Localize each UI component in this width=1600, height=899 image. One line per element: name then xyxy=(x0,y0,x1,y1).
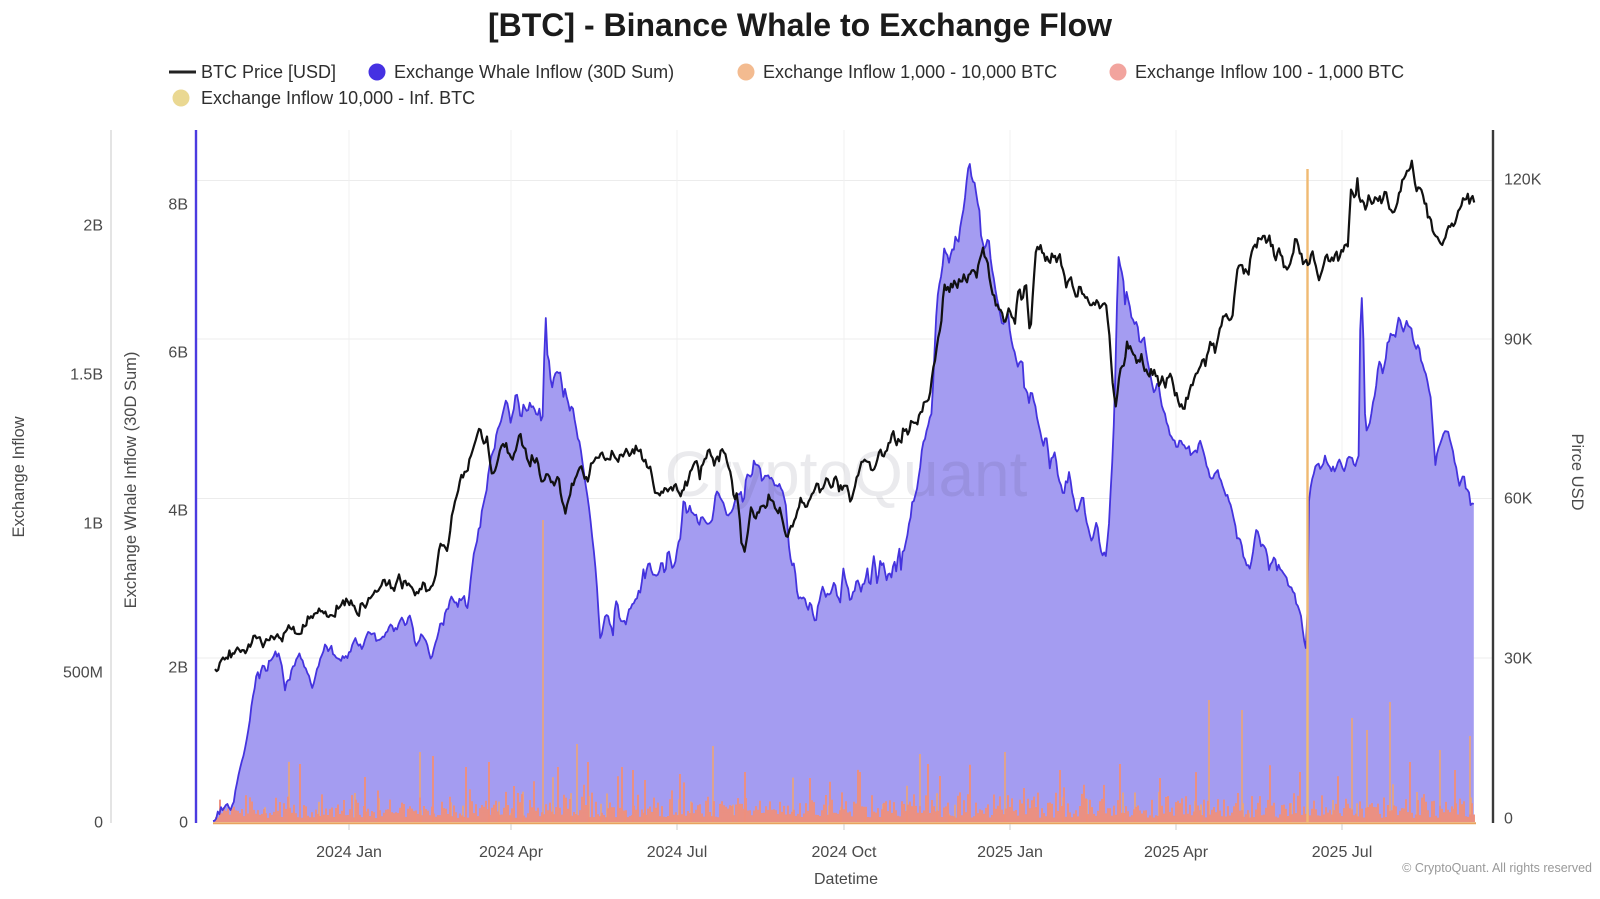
svg-text:4B: 4B xyxy=(168,503,188,520)
svg-text:0: 0 xyxy=(1504,811,1513,828)
svg-text:2B: 2B xyxy=(168,660,188,677)
svg-text:2024 Jul: 2024 Jul xyxy=(647,844,708,861)
svg-text:2025 Apr: 2025 Apr xyxy=(1144,844,1209,861)
svg-text:0: 0 xyxy=(179,815,188,832)
svg-text:Exchange Whale Inflow (30D Sum: Exchange Whale Inflow (30D Sum) xyxy=(394,62,674,82)
svg-text:Exchange Inflow 10,000 - Inf.: Exchange Inflow 10,000 - Inf. BTC xyxy=(201,88,475,108)
svg-text:Exchange Inflow: Exchange Inflow xyxy=(10,416,28,537)
svg-text:90K: 90K xyxy=(1504,332,1533,349)
svg-text:120K: 120K xyxy=(1504,172,1542,189)
svg-text:© CryptoQuant. All rights rese: © CryptoQuant. All rights reserved xyxy=(1402,861,1592,875)
svg-text:2024 Jan: 2024 Jan xyxy=(316,844,382,861)
svg-text:Datetime: Datetime xyxy=(814,871,878,888)
svg-text:60K: 60K xyxy=(1504,491,1533,508)
svg-text:Exchange Whale Inflow (30D Sum: Exchange Whale Inflow (30D Sum) xyxy=(122,352,140,609)
svg-text:Exchange Inflow 100 - 1,000 BT: Exchange Inflow 100 - 1,000 BTC xyxy=(1135,62,1404,82)
svg-text:CryptoQuant: CryptoQuant xyxy=(665,438,1028,510)
svg-text:1B: 1B xyxy=(83,516,103,533)
svg-text:500M: 500M xyxy=(63,665,103,682)
svg-text:Exchange Inflow 1,000 - 10,000: Exchange Inflow 1,000 - 10,000 BTC xyxy=(763,62,1057,82)
svg-text:[BTC] - Binance Whale to Excha: [BTC] - Binance Whale to Exchange Flow xyxy=(488,7,1112,43)
svg-text:30K: 30K xyxy=(1504,651,1533,668)
svg-text:1.5B: 1.5B xyxy=(70,367,103,384)
svg-text:2025 Jan: 2025 Jan xyxy=(977,844,1043,861)
svg-text:2025 Jul: 2025 Jul xyxy=(1312,844,1373,861)
svg-text:0: 0 xyxy=(94,815,103,832)
svg-text:2B: 2B xyxy=(83,218,103,235)
svg-text:8B: 8B xyxy=(168,197,188,214)
svg-text:Pirce USD: Pirce USD xyxy=(1568,433,1586,510)
svg-text:6B: 6B xyxy=(168,345,188,362)
svg-text:2024 Apr: 2024 Apr xyxy=(479,844,544,861)
svg-text:BTC Price [USD]: BTC Price [USD] xyxy=(201,62,336,82)
svg-text:2024 Oct: 2024 Oct xyxy=(812,844,877,861)
